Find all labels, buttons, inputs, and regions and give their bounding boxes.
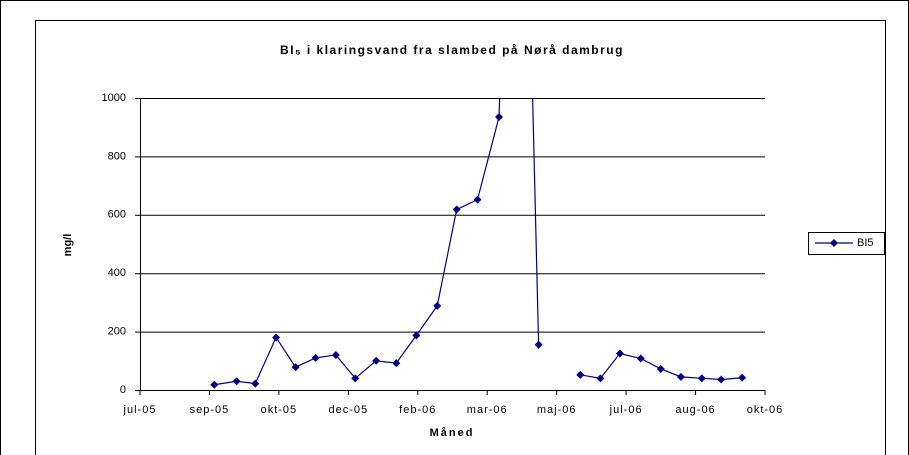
data-point xyxy=(534,340,543,349)
x-tick-label: jul-05 xyxy=(123,404,157,416)
x-tick-label: maj-06 xyxy=(537,404,577,416)
data-point xyxy=(676,372,685,381)
x-tick-label: okt-05 xyxy=(261,404,298,416)
data-point xyxy=(412,331,421,340)
data-point xyxy=(251,379,260,388)
x-tick-label: jul-06 xyxy=(609,404,643,416)
x-tick-label: aug-06 xyxy=(675,404,715,416)
data-point xyxy=(495,112,504,121)
legend-label: BI5 xyxy=(857,237,874,249)
x-tick-label: sep-05 xyxy=(190,404,230,416)
data-point xyxy=(372,356,381,365)
chart-title: BI₅ i klaringsvand fra slambed på Nørå d… xyxy=(280,43,624,57)
data-point xyxy=(636,354,645,363)
data-point xyxy=(576,370,585,379)
y-tick-label: 0 xyxy=(120,384,126,396)
y-tick-label: 200 xyxy=(108,326,126,338)
x-tick-label: feb-06 xyxy=(399,404,436,416)
data-point xyxy=(210,380,219,389)
y-tick-label: 600 xyxy=(108,209,126,221)
x-tick-label: okt-06 xyxy=(747,404,784,416)
data-point xyxy=(615,349,624,358)
plot xyxy=(210,98,747,389)
data-point xyxy=(291,363,300,372)
data-point xyxy=(473,195,482,204)
data-point xyxy=(392,359,401,368)
y-tick-label: 1000 xyxy=(102,92,126,104)
data-point xyxy=(452,205,461,214)
data-point xyxy=(311,353,320,362)
x-tick-label: dec-05 xyxy=(329,404,369,416)
y-axis-label: mg/l xyxy=(62,234,74,257)
data-point xyxy=(331,350,340,359)
data-point xyxy=(717,375,726,384)
x-axis-label: Måned xyxy=(430,427,475,439)
data-point xyxy=(351,374,360,383)
y-tick-label: 400 xyxy=(108,267,126,279)
data-point xyxy=(656,364,665,373)
data-point xyxy=(232,377,241,386)
data-point xyxy=(738,373,747,382)
chart-area xyxy=(35,20,886,455)
data-point xyxy=(697,374,706,383)
data-point xyxy=(596,374,605,383)
legend-marker xyxy=(830,239,838,247)
data-point xyxy=(433,301,442,310)
y-tick-label: 800 xyxy=(108,150,126,162)
data-point xyxy=(272,333,281,342)
x-tick-label: mar-06 xyxy=(467,404,508,416)
